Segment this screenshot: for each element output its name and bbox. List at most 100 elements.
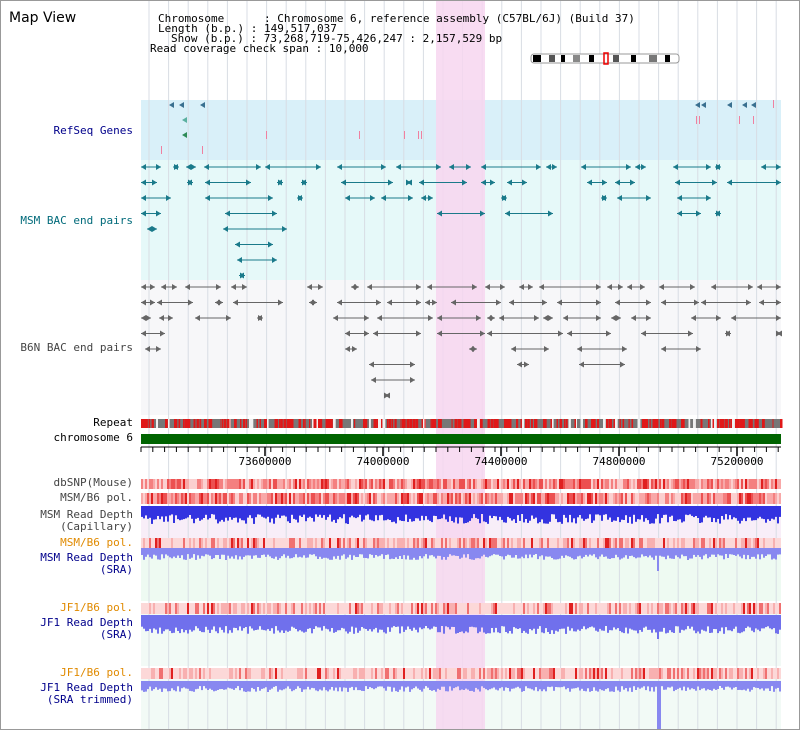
depth-bar (757, 615, 759, 630)
heat-cell (465, 603, 467, 614)
depth-bar (245, 681, 247, 692)
depth-bar (537, 548, 539, 560)
heat-cell (153, 603, 155, 614)
repeat-element (340, 419, 343, 428)
heat-cell (169, 668, 171, 679)
heat-cell (573, 493, 575, 504)
repeat-element (516, 419, 519, 428)
depth-bar (505, 506, 507, 523)
heat-cell (187, 493, 189, 504)
repeat-element (246, 419, 248, 428)
bac-end-glyph (534, 315, 539, 321)
depth-bar (671, 548, 673, 559)
depth-bar (483, 615, 485, 633)
heat-cell (307, 603, 309, 614)
depth-bar (237, 615, 239, 631)
heat-cell (619, 603, 621, 614)
heat-cell (177, 479, 179, 489)
heat-cell (763, 479, 765, 489)
depth-bar (439, 615, 441, 633)
depth-bar (439, 506, 441, 519)
depth-bar (775, 615, 777, 634)
depth-bar (547, 681, 549, 687)
depth-bar (429, 681, 431, 690)
bac-end-glyph (691, 315, 696, 321)
heat-cell (421, 668, 423, 679)
depth-bar (589, 681, 591, 692)
heat-cell (399, 479, 401, 489)
depth-bar (503, 681, 505, 691)
heat-cell (761, 538, 763, 549)
depth-bar (769, 681, 771, 691)
heat-cell (401, 479, 403, 489)
depth-bar (155, 506, 157, 520)
depth-bar (535, 548, 537, 554)
heat-cell (585, 538, 587, 549)
heat-cell (621, 668, 623, 679)
depth-bar (697, 548, 699, 556)
bac-end-glyph (318, 284, 323, 290)
ideogram-band (549, 55, 555, 62)
depth-bar (307, 548, 309, 558)
heat-cell (345, 538, 347, 549)
bac-end-glyph (563, 315, 568, 321)
heat-cell (631, 603, 633, 614)
depth-bar (147, 681, 149, 690)
depth-bar (267, 506, 269, 517)
bac-end-glyph (481, 164, 486, 170)
depth-bar (637, 615, 639, 634)
depth-bar (465, 506, 467, 523)
heat-cell (515, 538, 517, 549)
bac-end-glyph (712, 179, 717, 186)
repeat-element (375, 419, 377, 428)
depth-bar (567, 681, 569, 689)
heat-cell (659, 668, 661, 679)
depth-bar (599, 681, 601, 690)
heat-cell (521, 668, 523, 679)
heat-cell (491, 479, 493, 489)
heat-cell (605, 603, 607, 614)
heat-cell (361, 603, 363, 614)
heat-cell (449, 538, 451, 549)
depth-bar (749, 548, 751, 560)
bac-end-glyph (370, 195, 375, 201)
depth-bar (743, 506, 745, 519)
heat-cell (617, 668, 619, 679)
gene-tick (696, 116, 697, 124)
repeat-element (373, 419, 376, 428)
heat-cell (377, 479, 379, 489)
heat-cell (227, 479, 229, 489)
depth-bar (229, 615, 231, 631)
heat-cell (341, 493, 343, 504)
depth-bar (697, 681, 699, 687)
depth-bar (761, 506, 763, 519)
heat-cell (477, 603, 479, 614)
bac-end-glyph (152, 179, 157, 186)
depth-bar (313, 615, 315, 629)
depth-bar (563, 681, 565, 687)
heat-cell (607, 479, 609, 489)
heat-cell (303, 479, 305, 489)
depth-bar (321, 681, 323, 691)
heat-cell (495, 493, 497, 504)
heat-cell (569, 603, 571, 614)
depth-bar (411, 506, 413, 522)
heat-cell (513, 493, 515, 504)
heat-cell (511, 668, 513, 679)
heat-cell (721, 493, 723, 504)
heat-cell (339, 479, 341, 489)
heat-cell (167, 479, 169, 489)
heat-cell (501, 668, 503, 679)
depth-bar (461, 681, 463, 690)
heat-cell (647, 493, 649, 504)
heat-cell (303, 538, 305, 549)
heat-cell (775, 603, 777, 614)
heat-cell (713, 603, 715, 614)
heat-cell (697, 493, 699, 504)
repeat-element (283, 419, 286, 428)
heat-cell (675, 668, 677, 679)
depth-bar (295, 548, 297, 555)
heat-cell (185, 479, 187, 489)
depth-bar (405, 615, 407, 630)
